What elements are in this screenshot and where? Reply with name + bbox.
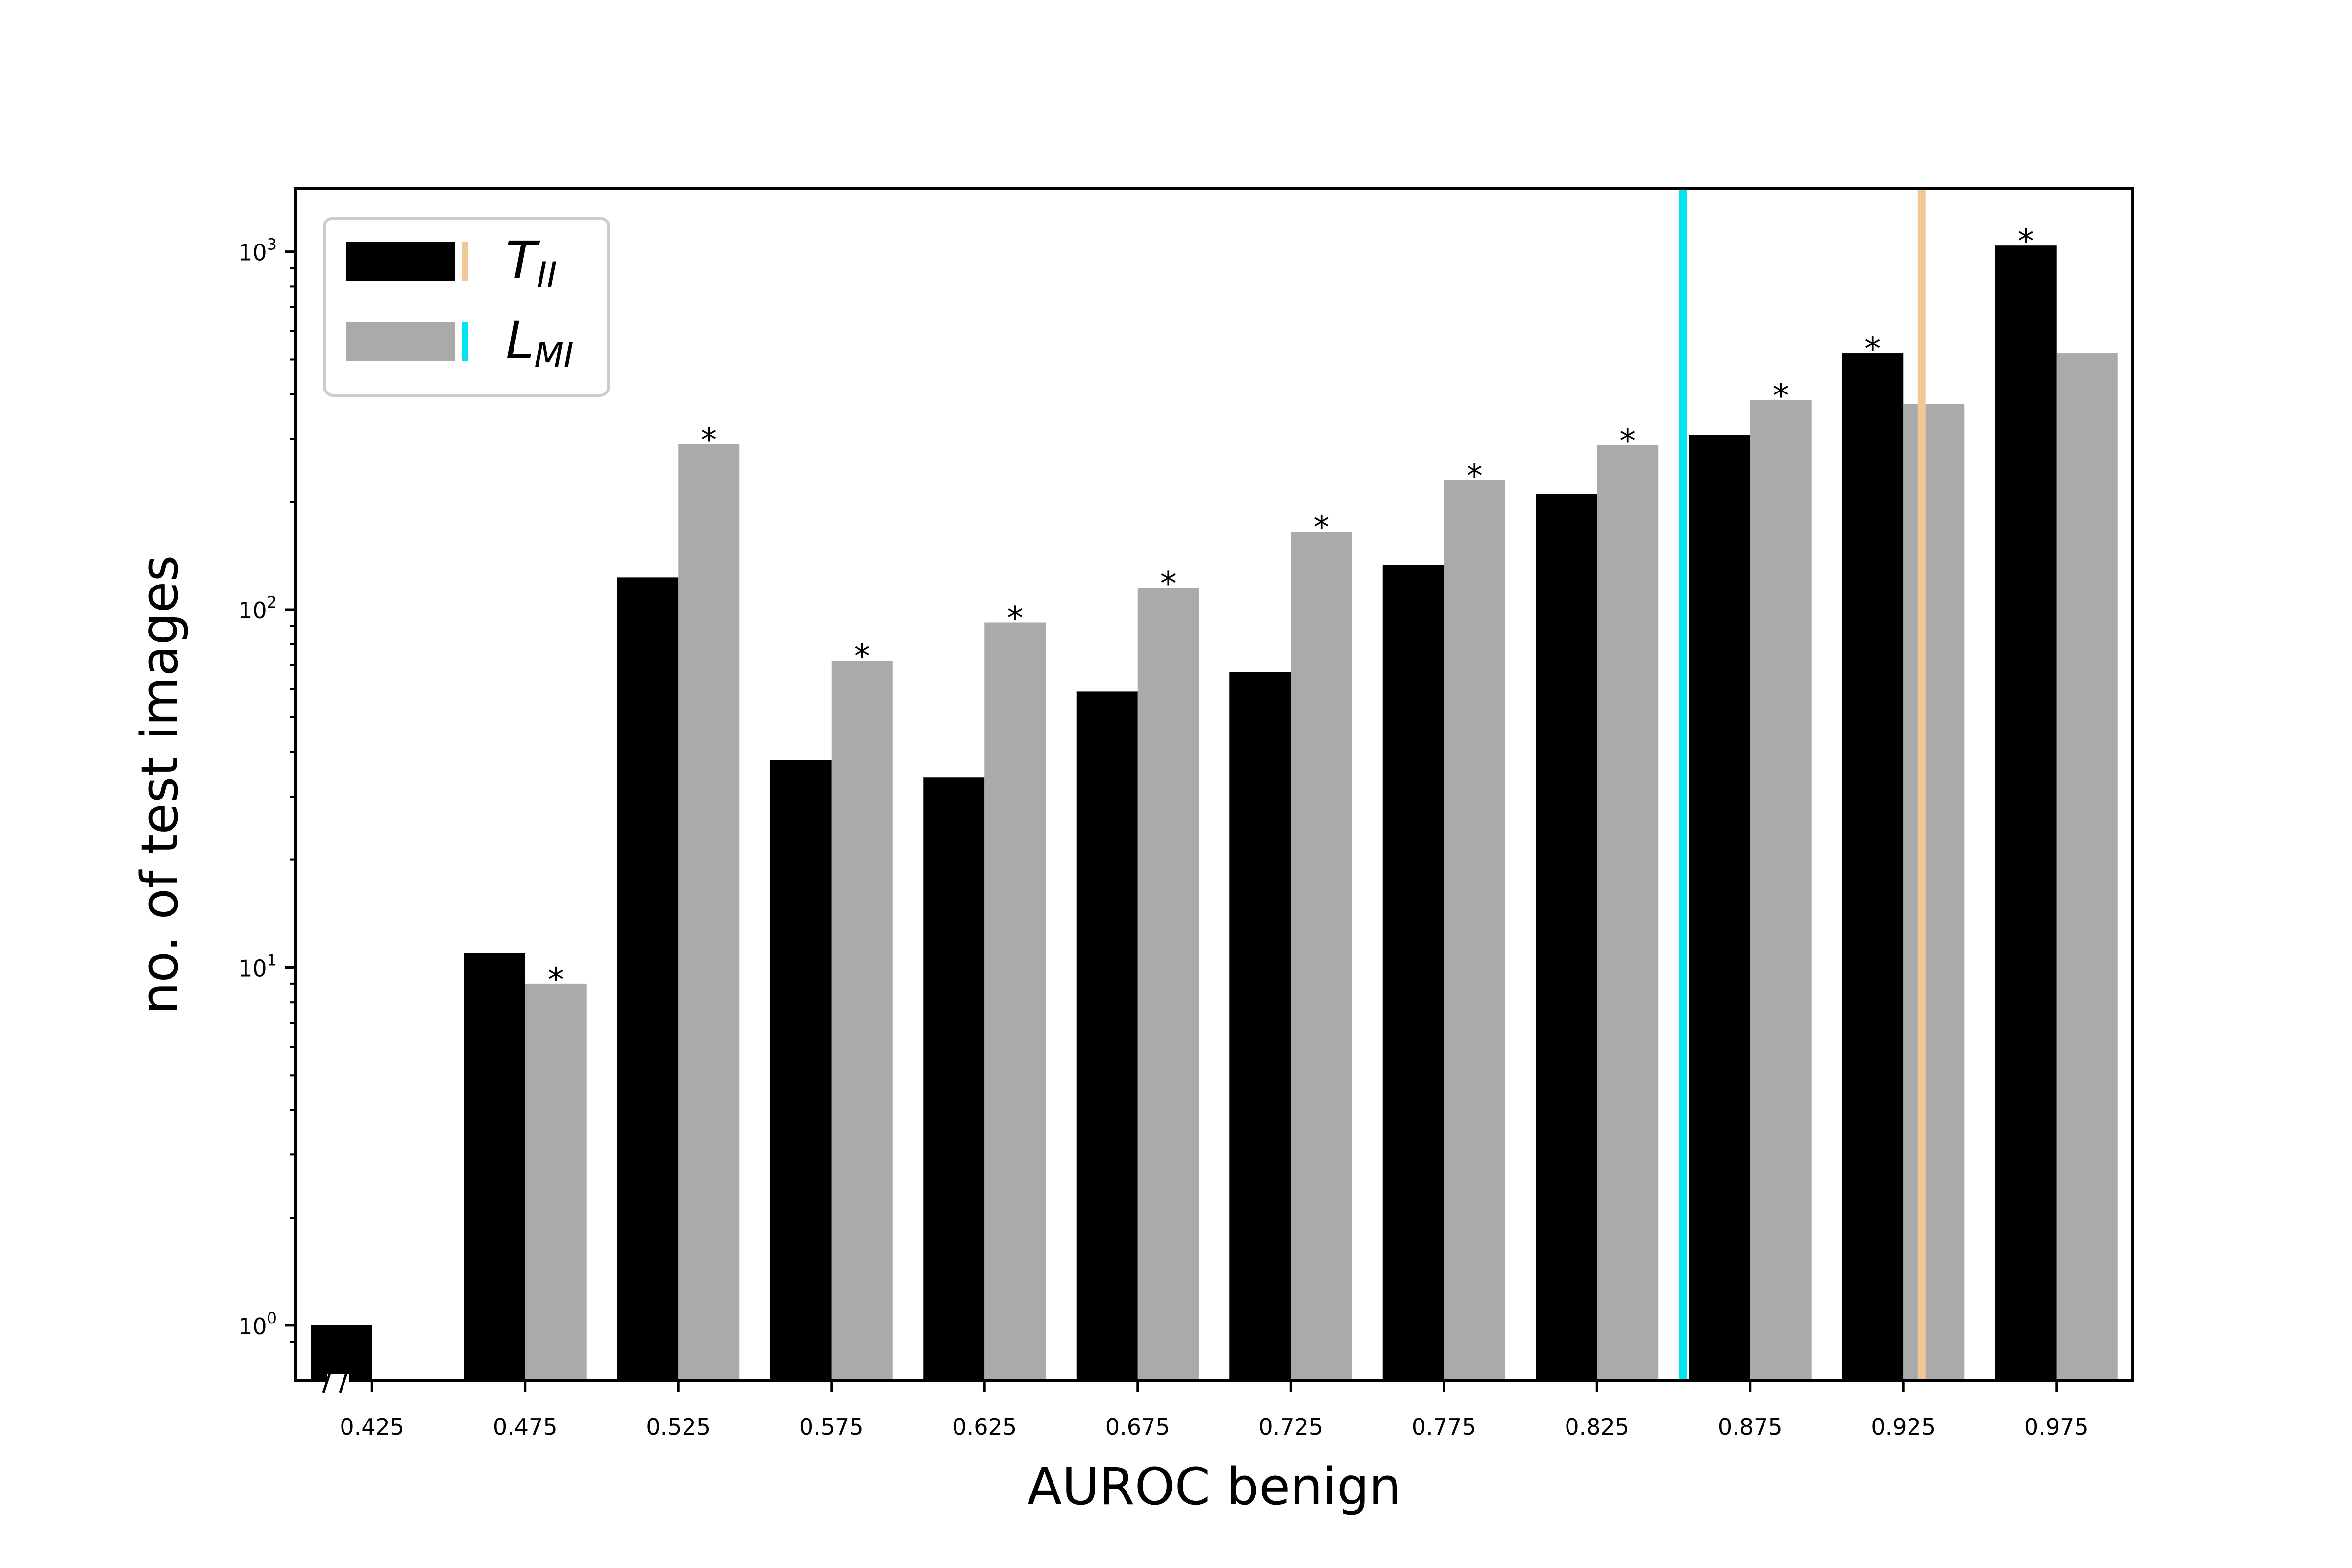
significance-markers-layer: * * * * * * * * * * * bbox=[548, 222, 2034, 999]
plot-frame bbox=[294, 187, 2134, 1382]
bar bbox=[2056, 353, 2118, 1381]
significance-marker: * bbox=[701, 421, 717, 459]
significance-marker: * bbox=[1313, 509, 1329, 546]
bar bbox=[1903, 404, 1965, 1381]
bars-layer bbox=[311, 245, 2118, 1381]
bar bbox=[1382, 565, 1444, 1381]
bar bbox=[1536, 494, 1597, 1381]
significance-marker: * bbox=[2018, 222, 2034, 260]
legend: TII LMI bbox=[323, 217, 610, 397]
x-tick-label: 0.725 bbox=[1258, 1414, 1323, 1440]
bar bbox=[1689, 435, 1750, 1381]
legend-line-swatch bbox=[462, 322, 468, 361]
legend-label: TII bbox=[506, 230, 557, 295]
legend-label: LMI bbox=[506, 311, 574, 375]
significance-marker: * bbox=[1007, 599, 1023, 637]
y-tick-label: 101 bbox=[238, 951, 277, 981]
reference-lines-layer bbox=[1679, 189, 1926, 1381]
x-tick-label: 0.975 bbox=[2024, 1414, 2089, 1440]
significance-marker: * bbox=[1773, 377, 1789, 415]
bar bbox=[1137, 588, 1199, 1381]
bar bbox=[831, 661, 893, 1381]
bar bbox=[678, 444, 740, 1381]
y-tick-label: 102 bbox=[238, 593, 277, 624]
bar bbox=[1842, 353, 1904, 1381]
legend-swatch bbox=[346, 322, 455, 361]
y-tick-label: 103 bbox=[238, 235, 277, 266]
bar bbox=[1995, 245, 2057, 1381]
bar bbox=[923, 777, 985, 1381]
x-tick-label: 0.475 bbox=[493, 1414, 558, 1440]
x-tick-label: 0.925 bbox=[1871, 1414, 1936, 1440]
significance-marker: * bbox=[1619, 422, 1636, 460]
x-tick-label: 0.625 bbox=[952, 1414, 1017, 1440]
axis-break-mark bbox=[339, 1369, 349, 1393]
legend-swatch bbox=[346, 242, 455, 281]
significance-marker: * bbox=[854, 637, 870, 675]
axes-layer: 0.425 0.475 0.525 0.575 0.625 0.675 0.725 0.775… bbox=[238, 235, 2089, 1440]
bar bbox=[1076, 691, 1138, 1381]
significance-marker: * bbox=[1467, 457, 1483, 495]
bar bbox=[1444, 480, 1505, 1381]
x-tick-label: 0.825 bbox=[1565, 1414, 1629, 1440]
x-tick-label: 0.525 bbox=[646, 1414, 710, 1440]
bar bbox=[525, 983, 587, 1381]
bar bbox=[311, 1325, 372, 1381]
significance-marker: * bbox=[548, 961, 564, 999]
y-axis-label: no. of test images bbox=[130, 555, 190, 1014]
bar bbox=[617, 577, 679, 1381]
bar bbox=[1229, 672, 1291, 1381]
bar bbox=[1291, 532, 1352, 1381]
bar bbox=[984, 622, 1046, 1381]
significance-marker: * bbox=[1864, 330, 1881, 368]
bar bbox=[464, 953, 525, 1381]
legend-line-swatch bbox=[462, 242, 468, 281]
x-tick-label: 0.425 bbox=[340, 1414, 404, 1440]
x-tick-label: 0.675 bbox=[1105, 1414, 1170, 1440]
x-tick-label: 0.875 bbox=[1718, 1414, 1783, 1440]
significance-marker: * bbox=[1160, 565, 1176, 603]
axis-break-mark bbox=[322, 1369, 333, 1393]
x-axis-label: AUROC benign bbox=[1027, 1457, 1401, 1517]
x-tick-label: 0.775 bbox=[1412, 1414, 1476, 1440]
bar bbox=[770, 760, 832, 1381]
bar bbox=[1597, 445, 1659, 1381]
bar bbox=[1750, 400, 1812, 1381]
x-tick-label: 0.575 bbox=[799, 1414, 864, 1440]
y-tick-label: 100 bbox=[238, 1309, 277, 1340]
